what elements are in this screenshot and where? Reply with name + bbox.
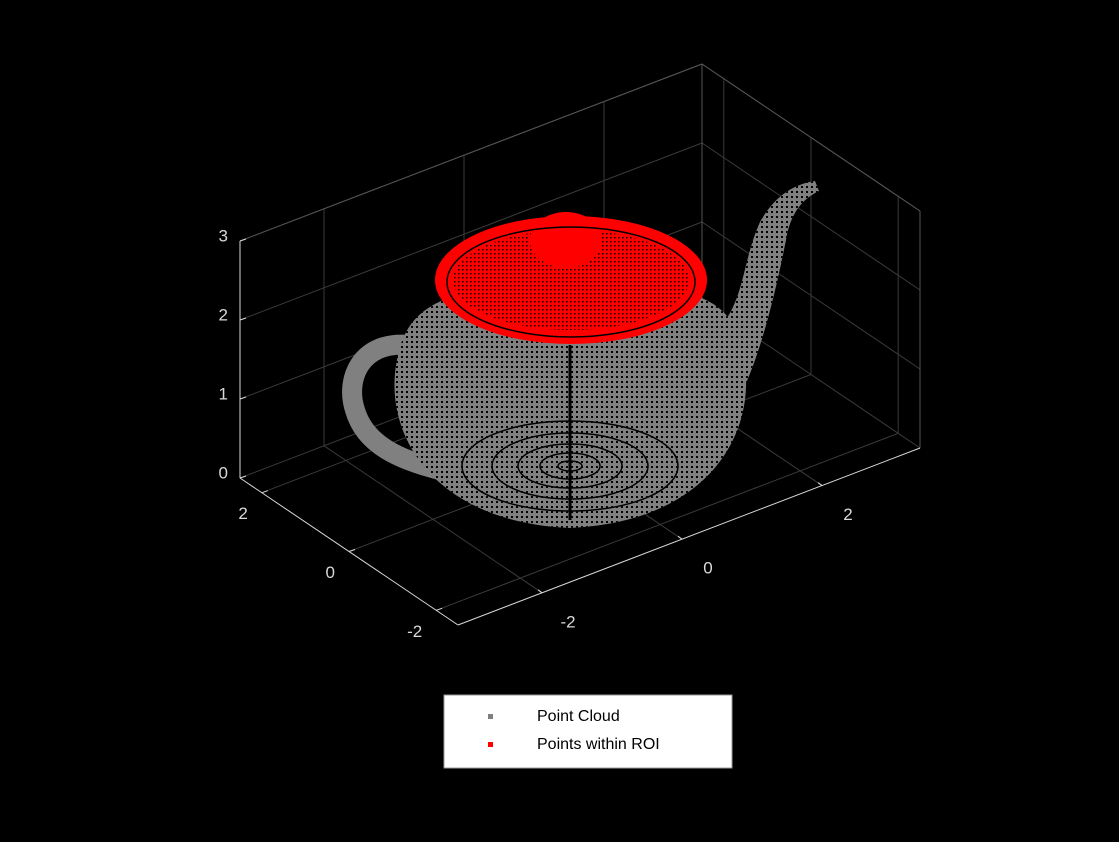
x-tick-label: 2 [843,505,852,524]
tick-mark [348,549,356,552]
z-tick-label: 3 [219,226,228,245]
box-edge [239,63,703,242]
legend-box [443,694,733,769]
axes: -2 0 2 -2 0 2 0 1 2 3 [219,226,921,641]
tick-mark [436,607,443,611]
grid-line [701,142,921,291]
tick-mark [537,589,543,594]
tick-mark [239,317,247,321]
z-tick-label: 2 [219,305,228,324]
tick-mark [239,475,247,479]
spout-texture [718,181,819,392]
point-cloud [342,181,819,528]
handle [342,334,443,480]
lid-knob [530,212,602,268]
legend-marker [488,742,493,747]
z-tick-label: 1 [219,384,228,403]
y-tick-label: 2 [238,504,247,523]
grid-line [436,432,899,611]
tick-mark [239,238,247,242]
legend-marker [488,714,493,719]
grid-line [239,142,703,321]
box-edge [701,63,921,212]
grid-line [701,221,921,370]
tick-mark [817,482,823,486]
y-tick-label: 0 [326,563,335,582]
lid-texture [453,230,689,330]
lid-rim [446,226,696,338]
x-tick-label: -2 [560,612,575,631]
tick-mark [261,490,268,494]
tick-mark [239,396,247,400]
tick-mark [677,535,683,540]
x-axis [457,447,921,626]
legend: Point Cloud Points within ROI [443,694,733,769]
y-tick-label: -2 [407,622,422,641]
z-tick-label: 0 [219,463,228,482]
x-tick-label: 0 [703,559,712,578]
legend-label: Point Cloud [537,708,620,725]
legend-label: Points within ROI [537,736,660,753]
